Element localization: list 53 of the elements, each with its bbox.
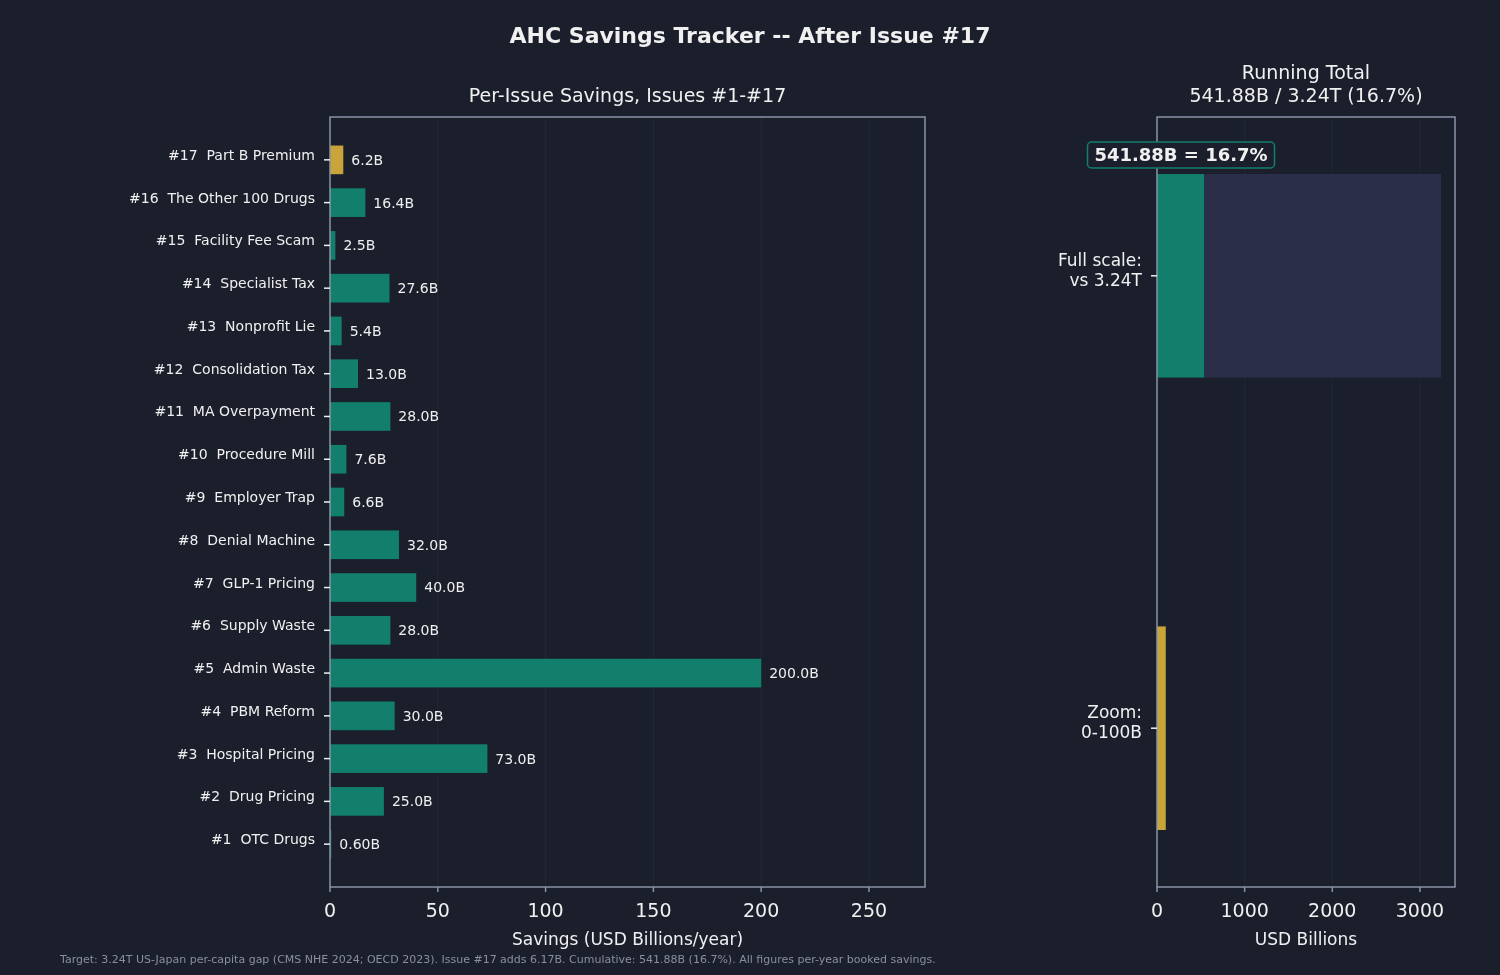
data-label: 16.4B (373, 194, 415, 211)
data-label: 13.0B (366, 365, 407, 382)
data-label: 28.0B (398, 408, 440, 425)
data-label: 30.0B (402, 707, 444, 724)
y-tick-label: #12 Consolidation Tax (153, 360, 315, 377)
y-tick-label: #7 GLP-1 Pricing (193, 574, 315, 591)
y-tick-label: #8 Denial Machine (177, 531, 315, 548)
data-label: 6.2B (351, 151, 384, 168)
y-tick-label: #10 Procedure Mill (178, 446, 315, 463)
y-tick-label: #1 OTC Drugs (210, 831, 315, 848)
data-label: 7.6B (354, 451, 387, 468)
data-label: 32.0B (406, 536, 448, 553)
x-tick-label: 50 (425, 899, 450, 921)
y-tick-label: Full scale: vs 3.24T (1057, 249, 1143, 290)
x-tick-label: 0 (1150, 899, 1164, 921)
chart-title: AHC Savings Tracker -- After Issue #17 (509, 23, 991, 48)
y-tick-label: #4 PBM Reform (200, 702, 315, 719)
x-tick-label: 150 (635, 899, 672, 921)
data-label: 2.5B (343, 237, 376, 254)
data-label: 0.60B (339, 836, 381, 853)
y-tick-label: #16 The Other 100 Drugs (129, 189, 315, 206)
x-tick-label: 2000 (1308, 899, 1357, 921)
x-tick-label: 3000 (1395, 899, 1445, 921)
data-label: 6.6B (352, 493, 385, 510)
x-axis-title: Savings (USD Billions/year) (511, 929, 744, 949)
x-tick-label: 200 (743, 899, 780, 921)
y-tick-label: #6 Supply Waste (190, 617, 315, 634)
data-label: 25.0B (391, 793, 433, 810)
x-tick-label: 250 (850, 899, 888, 921)
x-tick-label: 0 (323, 899, 337, 921)
text: Target: 3.24T US-Japan per-capita gap (CMS NHE 2024; OECD 2023). Issue #17 adds 6.17B. Cumulative: 541.88B (16.7%). All figures per-year booked savings. (59, 953, 936, 966)
chart-title: Running Total 541.88B / 3.24T (16.7%) (1189, 61, 1423, 106)
data-label: 40.0B (424, 579, 466, 596)
chart-subtitle: Per-Issue Savings, Issues #1-#17 (468, 84, 787, 106)
y-tick-label: #14 Specialist Tax (181, 275, 315, 292)
x-axis-title: USD Billions (1254, 929, 1358, 949)
data-label: 73.0B (495, 750, 537, 767)
data-label: 200.0B (769, 664, 819, 681)
y-tick-label: #11 MA Overpayment (154, 403, 316, 420)
x-tick-label: 1000 (1220, 899, 1269, 921)
data-label: 28.0B (398, 622, 440, 639)
x-tick-label: 100 (527, 899, 564, 921)
data-label: 27.6B (397, 280, 439, 297)
data-label: 5.4B (349, 322, 382, 339)
y-tick-label: #9 Employer Trap (184, 489, 316, 505)
y-tick-label: #17 Part B Premium (168, 146, 315, 163)
y-tick-label: #15 Facility Fee Scam (155, 232, 315, 249)
y-tick-label: #13 Nonprofit Lie (186, 317, 315, 334)
y-tick-label: Zoom: 0-100B (1080, 702, 1142, 743)
y-tick-label: #5 Admin Waste (193, 660, 315, 677)
y-tick-label: #3 Hospital Pricing (176, 745, 315, 762)
annotation: 541.88B = 16.7% (1094, 144, 1268, 166)
y-tick-label: #2 Drug Pricing (199, 788, 315, 805)
